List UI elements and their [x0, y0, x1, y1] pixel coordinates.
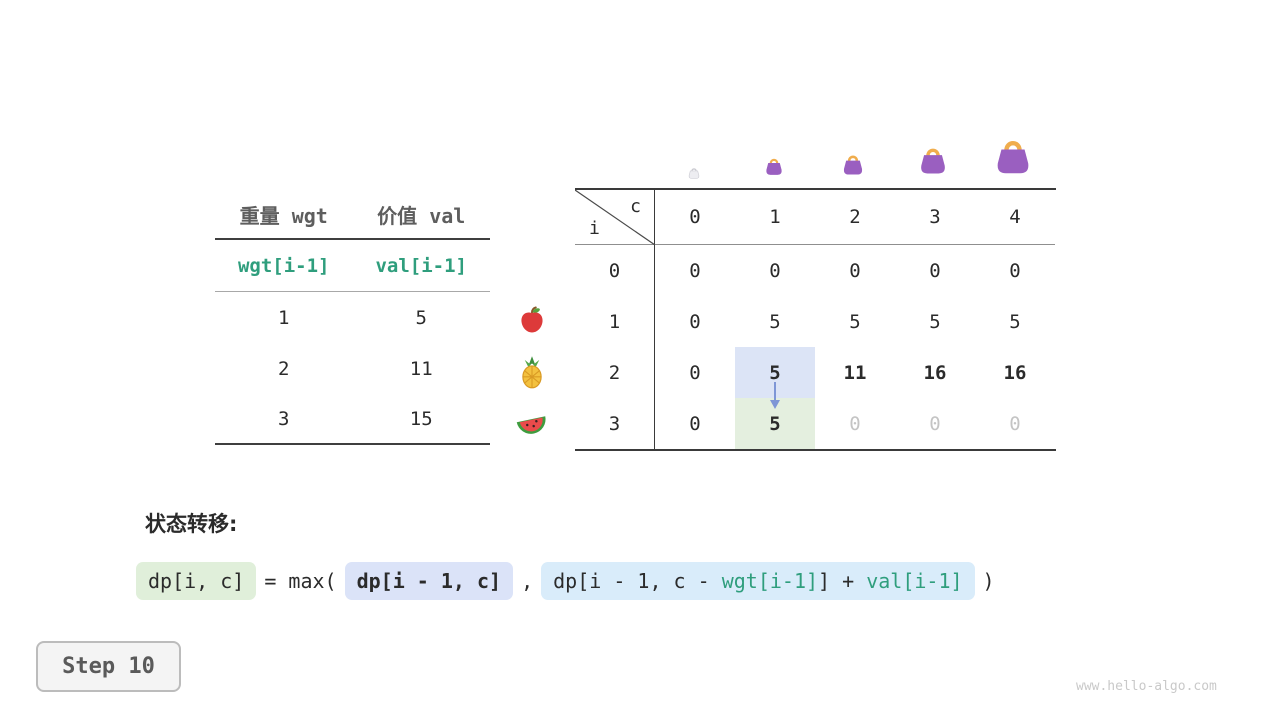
transition-arrow-icon	[768, 382, 782, 414]
value-cell: 5	[415, 306, 427, 329]
dp-col-header: 0	[655, 190, 735, 245]
dp-cell-pending: 0	[929, 412, 941, 435]
dp-row-label: 0	[575, 245, 655, 296]
weight-value-header-row: 重量 wgt 价值 val	[215, 190, 490, 240]
dp-cell-pending: 0	[1009, 412, 1021, 435]
dp-cell: 5	[849, 310, 861, 333]
handbag-small-icon	[763, 155, 785, 180]
weight-column-header: 重量 wgt	[239, 203, 328, 228]
pineapple-icon	[512, 352, 552, 392]
state-transition-formula: dp[i, c] = max( dp[i - 1, c] , dp[i - 1,…	[136, 562, 1003, 600]
formula-arg2-val: val[i-1]	[866, 569, 963, 593]
dp-cell: 5	[769, 310, 781, 333]
value-cell: 15	[409, 407, 433, 430]
dp-cell: 0	[689, 412, 701, 435]
formula-arg2: dp[i - 1, c - wgt[i-1]] + val[i-1]	[541, 562, 975, 600]
dp-col-header: 1	[735, 190, 815, 245]
val-variable-label: val[i-1]	[375, 254, 467, 277]
state-transition-title: 状态转移:	[145, 512, 238, 536]
handbag-ghost-icon	[687, 164, 701, 183]
dp-corner-cell: c i	[575, 190, 655, 245]
formula-equals: = max(	[264, 569, 337, 593]
dp-table: c i 0 1 2 3 4 0 0 0 0 0 0 1 0 5 5 5 5 2 …	[575, 188, 1056, 451]
formula-arg1: dp[i - 1, c]	[344, 562, 514, 600]
handbag-xlarge-icon	[991, 134, 1035, 179]
dp-cell: 0	[769, 259, 781, 282]
formula-lhs: dp[i, c]	[136, 562, 257, 600]
dp-row-label: 3	[575, 398, 655, 449]
weight-value-table: 重量 wgt 价值 val wgt[i-1] val[i-1] 1 5 2 11…	[215, 190, 490, 445]
variable-row: wgt[i-1] val[i-1]	[215, 240, 490, 292]
handbag-large-icon	[916, 143, 950, 179]
step-badge: Step 10	[36, 641, 181, 692]
dp-row-label: 1	[575, 296, 655, 347]
dp-col-header: 4	[975, 190, 1055, 245]
dp-cell: 0	[689, 310, 701, 333]
wgt-variable-label: wgt[i-1]	[237, 254, 330, 277]
formula-arg2-mid: ] +	[818, 569, 867, 593]
dp-cell: 0	[689, 361, 701, 384]
dp-row-label: 2	[575, 347, 655, 398]
formula-arg2-wgt: wgt[i-1]	[721, 569, 819, 593]
dp-col-header: 3	[895, 190, 975, 245]
value-column-header: 价值 val	[377, 203, 466, 228]
handbag-medium-icon	[840, 151, 866, 180]
value-cell: 11	[409, 357, 433, 380]
dp-col-header: 2	[815, 190, 895, 245]
formula-comma: ,	[521, 569, 534, 593]
table-row: 2 11	[215, 343, 490, 394]
dp-cell: 16	[1003, 361, 1027, 384]
table-row: 3 15	[215, 394, 490, 445]
dp-cell: 0	[849, 259, 861, 282]
weight-cell: 2	[278, 357, 290, 380]
formula-closing-paren: )	[982, 569, 995, 593]
diagonal-divider	[575, 190, 655, 245]
apple-icon	[512, 300, 552, 340]
dp-cell: 0	[689, 259, 701, 282]
watermark: www.hello-algo.com	[1076, 679, 1217, 694]
dp-cell: 5	[929, 310, 941, 333]
weight-cell: 3	[278, 407, 290, 430]
capacity-axis-label: c	[630, 196, 641, 217]
dp-cell: 0	[929, 259, 941, 282]
dp-cell: 5	[1009, 310, 1021, 333]
item-axis-label: i	[589, 218, 600, 239]
dp-cell: 11	[843, 361, 867, 384]
step-label: Step 10	[62, 654, 155, 679]
table-row: 1 5	[215, 292, 490, 343]
formula-arg2-prefix: dp[i - 1, c -	[553, 569, 722, 593]
watermelon-icon	[512, 404, 552, 444]
dp-cell: 16	[923, 361, 947, 384]
weight-cell: 1	[278, 306, 290, 329]
dp-cell-pending: 0	[849, 412, 861, 435]
dp-cell-target-highlighted: 5	[735, 398, 815, 449]
dp-cell: 0	[1009, 259, 1021, 282]
